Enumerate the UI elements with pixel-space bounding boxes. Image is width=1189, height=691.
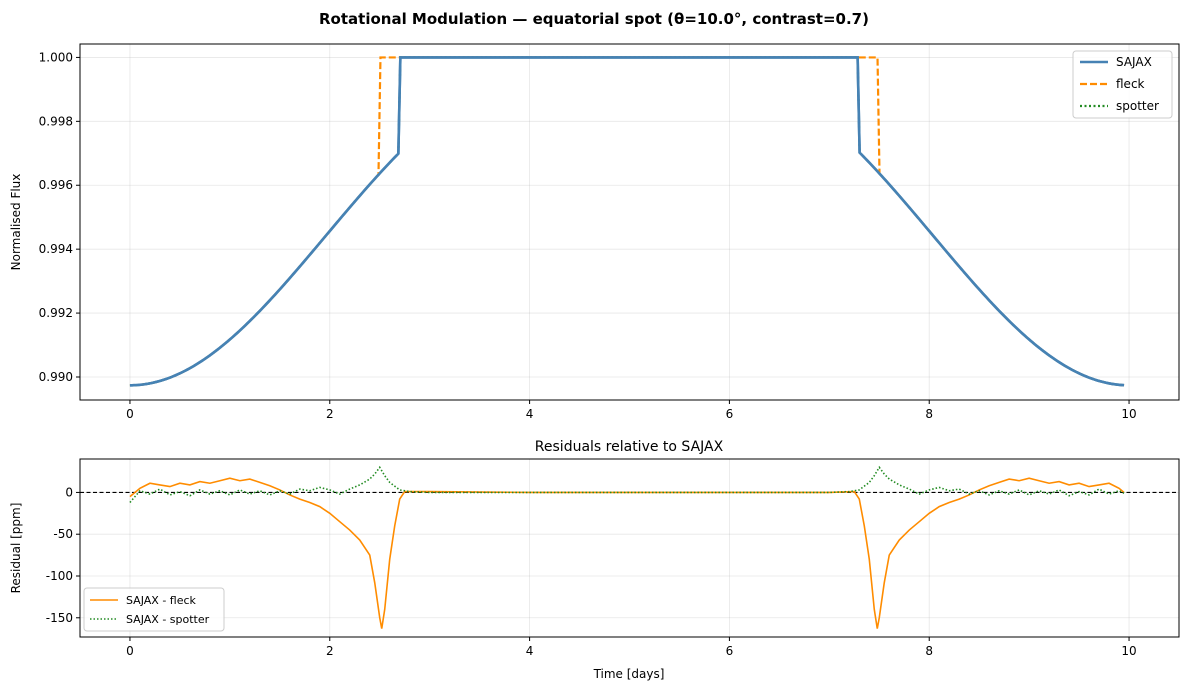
x-tick-label: 8	[925, 407, 933, 421]
residuals-grid	[80, 459, 1179, 637]
residuals-plot-frame	[79, 458, 1180, 638]
flux-plot: 0 2 4 6 8 10 0.990 0.992 0.994 0.996 0.998 1.000 N…	[9, 43, 1180, 421]
y-tick-label: 0	[65, 485, 73, 499]
x-tick-label: 8	[925, 644, 933, 658]
y-tick-label: 0.990	[39, 370, 73, 384]
residuals-y-axis-label: Residual [ppm]	[9, 503, 23, 594]
x-tick-label: 0	[126, 407, 134, 421]
y-tick-label: 0.992	[39, 306, 73, 320]
residuals-x-ticks: 0 2 4 6 8 10	[126, 637, 1137, 658]
x-tick-label: 6	[726, 407, 734, 421]
x-tick-label: 10	[1121, 644, 1136, 658]
flux-y-ticks: 0.990 0.992 0.994 0.996 0.998 1.000	[39, 50, 80, 384]
series-fleck-line	[129, 56, 1125, 387]
x-tick-label: 2	[326, 407, 334, 421]
flux-series	[129, 56, 1125, 387]
series-sajax-minus-spotter-line	[129, 465, 1125, 503]
legend-label-sajax-spotter: SAJAX - spotter	[126, 613, 210, 626]
y-tick-label: -150	[46, 611, 73, 625]
y-tick-label: -50	[53, 527, 73, 541]
series-sajax-minus-fleck-line	[129, 477, 1125, 629]
legend-label-fleck: fleck	[1116, 77, 1145, 91]
residuals-y-ticks: 0 -50 -100 -150	[46, 485, 80, 625]
legend-label-sajax: SAJAX	[1116, 55, 1152, 69]
residuals-title: Residuals relative to SAJAX	[535, 439, 724, 455]
figure-title: Rotational Modulation — equatorial spot …	[319, 10, 869, 28]
flux-legend: SAJAX fleck spotter	[1072, 50, 1173, 119]
series-spotter-line	[129, 56, 1125, 387]
legend-label-spotter: spotter	[1116, 99, 1159, 113]
series-sajax-line	[129, 56, 1125, 387]
x-tick-label: 4	[526, 644, 534, 658]
residuals-series	[80, 465, 1179, 629]
x-tick-label: 6	[726, 644, 734, 658]
residuals-legend: SAJAX - fleck SAJAX - spotter	[83, 587, 225, 632]
x-tick-label: 0	[126, 644, 134, 658]
y-tick-label: 0.998	[39, 114, 73, 128]
legend-label-sajax-fleck: SAJAX - fleck	[126, 594, 197, 607]
y-tick-label: -100	[46, 569, 73, 583]
x-tick-label: 2	[326, 644, 334, 658]
x-tick-label: 10	[1121, 407, 1136, 421]
x-tick-label: 4	[526, 407, 534, 421]
series-sajax-line-overlay	[129, 56, 1125, 387]
x-axis-label: Time [days]	[593, 667, 665, 681]
flux-grid	[80, 44, 1179, 400]
y-tick-label: 0.994	[39, 242, 73, 256]
y-tick-label: 1.000	[39, 50, 73, 64]
y-tick-label: 0.996	[39, 178, 73, 192]
flux-y-axis-label: Normalised Flux	[9, 174, 23, 271]
residuals-plot: 0 2 4 6 8 10 0 -50 -100 -150 Residual [ppm] Time…	[9, 458, 1180, 681]
flux-x-ticks: 0 2 4 6 8 10	[126, 400, 1137, 421]
flux-plot-frame	[79, 43, 1180, 401]
